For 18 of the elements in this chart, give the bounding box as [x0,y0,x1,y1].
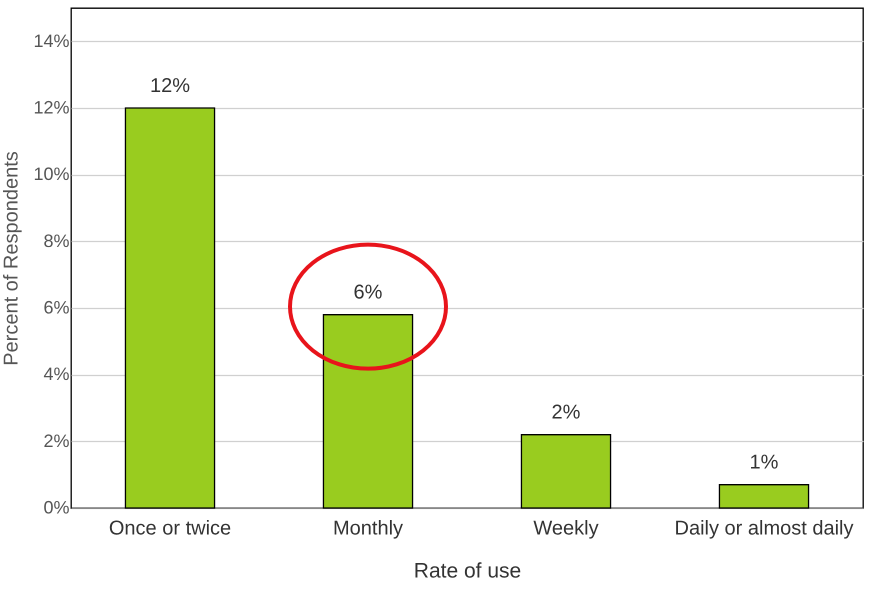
data-label: 12% [150,75,190,97]
x-tick-label: Once or twice [108,518,232,540]
data-label: 6% [354,282,383,304]
y-axis-title: Percent of Respondents [0,151,22,366]
x-tick-label: Weekly [533,518,599,540]
x-tick-label: Daily or almost daily [674,518,854,540]
y-tick-label: 8% [43,230,70,251]
x-tick-label: Monthly [332,518,404,540]
y-tick-label: 12% [33,98,70,118]
data-label: 2% [552,402,581,424]
y-tick-label: 14% [33,30,70,51]
y-tick-label: 0% [43,498,70,518]
data-label: 1% [750,452,779,474]
y-tick-label: 6% [43,298,70,318]
y-tick-label: 4% [43,364,70,384]
x-axis-title: Rate of use [414,560,522,582]
y-tick-label: 10% [33,164,70,184]
y-tick-label: 2% [43,430,70,451]
